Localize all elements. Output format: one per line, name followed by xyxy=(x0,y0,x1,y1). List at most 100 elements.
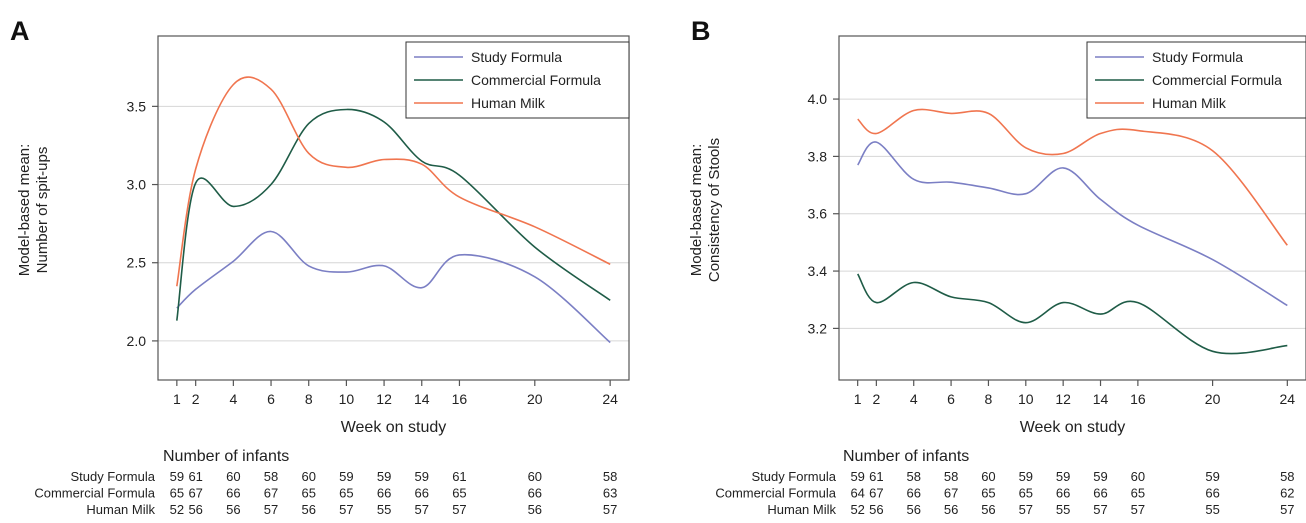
y-axis-label: Model-based mean:Number of spit-ups xyxy=(16,144,51,277)
y-axis-label-line: Number of spit-ups xyxy=(34,147,51,274)
infants-count: 56 xyxy=(981,502,995,517)
y-tick-label: 4.0 xyxy=(808,91,828,107)
legend-label: Human Milk xyxy=(1152,95,1227,111)
x-tick-label: 20 xyxy=(527,391,543,407)
infants-count: 67 xyxy=(188,486,202,501)
infants-count: 58 xyxy=(603,469,617,484)
infants-count: 65 xyxy=(1131,486,1145,501)
infants-count: 56 xyxy=(906,502,920,517)
x-tick-label: 14 xyxy=(414,391,430,407)
infants-count: 56 xyxy=(869,502,883,517)
x-axis-label: Week on study xyxy=(341,419,447,436)
infants-count: 59 xyxy=(1093,469,1107,484)
x-tick-label: 12 xyxy=(376,391,392,407)
infants-count: 65 xyxy=(981,486,995,501)
legend-label: Study Formula xyxy=(471,49,562,65)
panel-letter: A xyxy=(10,16,30,46)
series-line xyxy=(176,76,611,287)
infants-count: 62 xyxy=(1280,486,1294,501)
series-line xyxy=(856,273,1288,355)
infants-count: 64 xyxy=(850,486,864,501)
infants-row-label: Study Formula xyxy=(70,469,155,484)
infants-count: 58 xyxy=(906,469,920,484)
infants-title: Number of infants xyxy=(843,448,969,465)
infants-count: 59 xyxy=(170,469,184,484)
infants-count: 52 xyxy=(850,502,864,517)
y-tick-label: 3.2 xyxy=(808,320,828,336)
panel-letter: B xyxy=(691,16,711,46)
x-tick-label: 8 xyxy=(305,391,313,407)
x-axis-label: Week on study xyxy=(1020,419,1126,436)
infants-count: 60 xyxy=(1131,469,1145,484)
y-tick-label: 2.0 xyxy=(127,333,147,349)
infants-count: 56 xyxy=(528,502,542,517)
y-axis-label-line: Model-based mean: xyxy=(16,144,33,277)
infants-count: 57 xyxy=(1131,502,1145,517)
infants-count: 65 xyxy=(339,486,353,501)
infants-count: 59 xyxy=(1019,469,1033,484)
infants-count: 52 xyxy=(170,502,184,517)
infants-count: 59 xyxy=(377,469,391,484)
x-tick-label: 4 xyxy=(910,391,918,407)
infants-count: 59 xyxy=(1205,469,1219,484)
infants-count: 55 xyxy=(377,502,391,517)
infants-count: 61 xyxy=(452,469,466,484)
x-tick-label: 2 xyxy=(872,391,880,407)
infants-count: 56 xyxy=(301,502,315,517)
y-tick-label: 3.5 xyxy=(127,98,147,114)
infants-row-label: Commercial Formula xyxy=(715,486,836,501)
x-tick-label: 1 xyxy=(854,391,862,407)
infants-row-label: Study Formula xyxy=(751,469,836,484)
infants-title: Number of infants xyxy=(163,448,289,465)
infants-count: 66 xyxy=(1093,486,1107,501)
x-tick-label: 10 xyxy=(1018,391,1034,407)
legend-label: Commercial Formula xyxy=(471,72,601,88)
x-tick-label: 12 xyxy=(1055,391,1071,407)
infants-count: 58 xyxy=(264,469,278,484)
infants-count: 63 xyxy=(603,486,617,501)
legend-label: Commercial Formula xyxy=(1152,72,1282,88)
infants-count: 59 xyxy=(339,469,353,484)
legend-label: Study Formula xyxy=(1152,49,1243,65)
infants-count: 66 xyxy=(226,486,240,501)
infants-row-label: Commercial Formula xyxy=(34,486,155,501)
x-tick-label: 4 xyxy=(229,391,237,407)
infants-count: 61 xyxy=(869,469,883,484)
infants-count: 65 xyxy=(170,486,184,501)
infants-count: 67 xyxy=(869,486,883,501)
infants-count: 57 xyxy=(264,502,278,517)
x-tick-label: 1 xyxy=(173,391,181,407)
x-tick-label: 2 xyxy=(192,391,200,407)
x-tick-label: 10 xyxy=(339,391,355,407)
infants-count: 65 xyxy=(1019,486,1033,501)
series-line xyxy=(176,108,611,321)
infants-count: 59 xyxy=(850,469,864,484)
infants-count: 59 xyxy=(1056,469,1070,484)
legend-label: Human Milk xyxy=(471,95,546,111)
y-tick-label: 3.0 xyxy=(127,177,147,193)
infants-row-label: Human Milk xyxy=(767,502,836,517)
x-tick-label: 24 xyxy=(602,391,618,407)
infants-count: 57 xyxy=(603,502,617,517)
infants-count: 57 xyxy=(415,502,429,517)
infants-count: 57 xyxy=(1280,502,1294,517)
x-tick-label: 16 xyxy=(452,391,468,407)
x-tick-label: 16 xyxy=(1130,391,1146,407)
infants-count: 57 xyxy=(1093,502,1107,517)
infants-count: 66 xyxy=(906,486,920,501)
infants-count: 60 xyxy=(981,469,995,484)
y-axis-label: Model-based mean:Consistency of Stools xyxy=(688,138,723,282)
x-tick-label: 8 xyxy=(985,391,993,407)
infants-count: 60 xyxy=(301,469,315,484)
infants-count: 66 xyxy=(528,486,542,501)
plot-frame xyxy=(838,35,1306,381)
infants-count: 55 xyxy=(1056,502,1070,517)
y-tick-label: 3.6 xyxy=(808,206,828,222)
plot-frame xyxy=(157,35,630,381)
x-tick-label: 20 xyxy=(1205,391,1221,407)
infants-count: 56 xyxy=(226,502,240,517)
infants-count: 56 xyxy=(944,502,958,517)
